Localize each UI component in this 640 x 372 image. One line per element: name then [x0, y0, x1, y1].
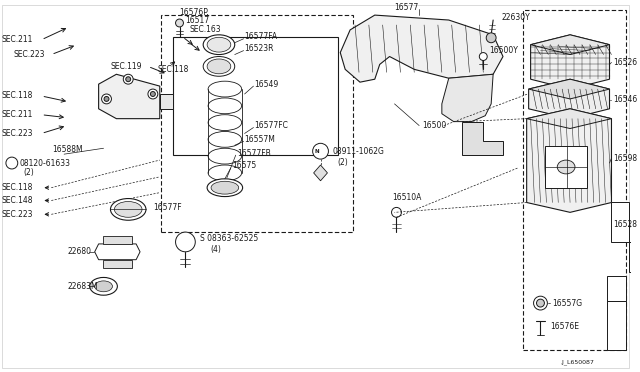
Polygon shape	[629, 242, 640, 272]
Text: S 08363-62525: S 08363-62525	[200, 234, 259, 244]
Ellipse shape	[557, 160, 575, 174]
Circle shape	[175, 232, 195, 252]
Circle shape	[102, 94, 111, 104]
Ellipse shape	[207, 37, 231, 52]
Text: 16517: 16517	[186, 16, 209, 25]
Bar	[523, 10, 627, 350]
Circle shape	[486, 33, 496, 43]
Text: 16500Y: 16500Y	[489, 46, 518, 55]
Polygon shape	[611, 202, 629, 242]
Polygon shape	[102, 236, 132, 244]
Circle shape	[6, 157, 18, 169]
Text: SEC.148: SEC.148	[2, 196, 33, 205]
Ellipse shape	[203, 35, 235, 55]
Bar	[545, 146, 587, 188]
Ellipse shape	[208, 115, 242, 131]
Text: 16528: 16528	[614, 220, 637, 229]
Polygon shape	[531, 35, 609, 55]
Text: 16575: 16575	[232, 161, 256, 170]
Text: SEC.118: SEC.118	[2, 183, 33, 192]
Bar	[173, 37, 339, 155]
Polygon shape	[529, 79, 609, 119]
Ellipse shape	[90, 278, 117, 295]
Text: SEC.118: SEC.118	[158, 65, 189, 74]
Text: 16557G: 16557G	[552, 299, 582, 308]
Ellipse shape	[111, 199, 146, 220]
Text: 16577: 16577	[394, 3, 419, 12]
Text: 16598: 16598	[614, 154, 637, 163]
Circle shape	[175, 19, 184, 27]
Text: 16577FA: 16577FA	[244, 32, 278, 41]
Circle shape	[313, 143, 328, 159]
Text: 16526: 16526	[614, 58, 637, 67]
Text: 22680: 22680	[67, 247, 91, 256]
Circle shape	[536, 299, 545, 307]
Polygon shape	[102, 260, 132, 267]
Polygon shape	[529, 79, 609, 99]
Text: 08911-1062G: 08911-1062G	[332, 147, 384, 156]
Text: .J_L650087: .J_L650087	[560, 359, 594, 365]
Ellipse shape	[207, 179, 243, 196]
Text: SEC.223: SEC.223	[14, 50, 45, 59]
Text: 16576E: 16576E	[550, 322, 579, 331]
Text: SEC.211: SEC.211	[2, 110, 33, 119]
Text: SEC.223: SEC.223	[2, 210, 33, 219]
Text: 16510A: 16510A	[392, 193, 422, 202]
Polygon shape	[607, 276, 627, 301]
Text: 16546: 16546	[614, 96, 637, 105]
Text: 16523R: 16523R	[244, 44, 274, 53]
Circle shape	[479, 52, 487, 61]
Circle shape	[150, 92, 156, 96]
Polygon shape	[461, 122, 503, 155]
Ellipse shape	[203, 57, 235, 76]
Ellipse shape	[211, 181, 239, 194]
Text: SEC.119: SEC.119	[111, 62, 142, 71]
Polygon shape	[160, 94, 173, 109]
Polygon shape	[314, 165, 328, 181]
Polygon shape	[95, 244, 140, 260]
Text: (4): (4)	[210, 245, 221, 254]
Text: (2): (2)	[24, 169, 35, 177]
Text: 16577FB: 16577FB	[237, 149, 271, 158]
Text: SEC.118: SEC.118	[2, 92, 33, 100]
Polygon shape	[442, 74, 493, 122]
Text: 16588M: 16588M	[52, 145, 83, 154]
Text: (2): (2)	[337, 158, 348, 167]
Text: 16557M: 16557M	[244, 135, 275, 144]
Text: SEC.223: SEC.223	[2, 129, 33, 138]
Bar	[161, 15, 353, 232]
Ellipse shape	[95, 281, 113, 292]
Circle shape	[148, 89, 158, 99]
Ellipse shape	[208, 165, 242, 181]
Circle shape	[104, 96, 109, 102]
Ellipse shape	[208, 98, 242, 114]
Ellipse shape	[208, 81, 242, 97]
Polygon shape	[99, 74, 160, 119]
Text: 16577F: 16577F	[153, 203, 182, 212]
Polygon shape	[607, 301, 627, 350]
Text: SEC.163: SEC.163	[189, 25, 221, 34]
Text: 16549: 16549	[255, 80, 278, 89]
Circle shape	[124, 74, 133, 84]
Ellipse shape	[208, 131, 242, 147]
Circle shape	[534, 296, 547, 310]
Text: 22630Y: 22630Y	[501, 13, 530, 22]
Circle shape	[392, 208, 401, 217]
Polygon shape	[527, 109, 611, 212]
Text: 16576P: 16576P	[179, 8, 209, 17]
Text: 16577FC: 16577FC	[255, 121, 289, 130]
Text: N: N	[314, 149, 319, 154]
Polygon shape	[340, 15, 503, 82]
Ellipse shape	[207, 59, 231, 74]
Ellipse shape	[208, 148, 242, 164]
Text: 16500: 16500	[422, 121, 446, 130]
Polygon shape	[531, 35, 609, 89]
Text: 08120-61633: 08120-61633	[20, 158, 71, 167]
Ellipse shape	[115, 202, 142, 217]
Polygon shape	[527, 109, 611, 128]
Circle shape	[125, 77, 131, 82]
Text: 22683M: 22683M	[67, 282, 98, 291]
Text: SEC.211: SEC.211	[2, 35, 33, 44]
